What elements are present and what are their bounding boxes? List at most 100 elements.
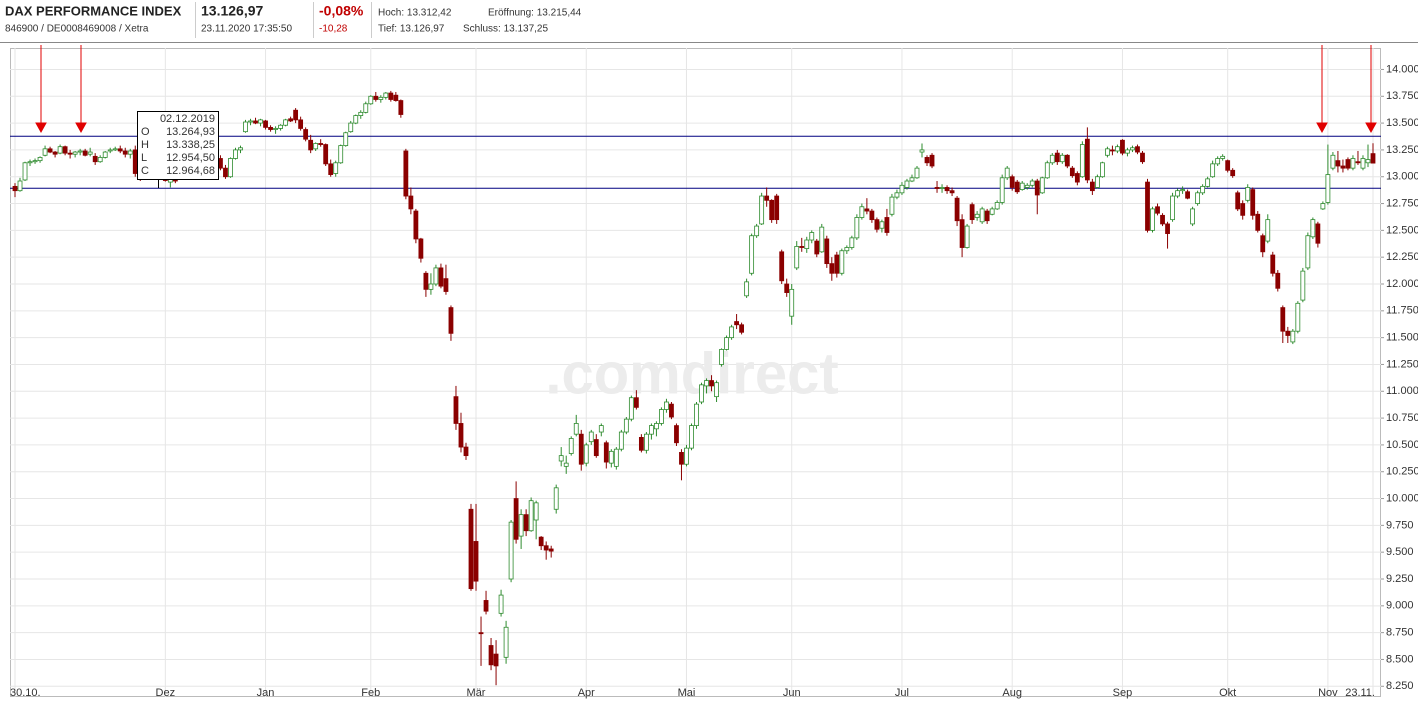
candle-body [1270,254,1276,274]
candle-body [373,95,379,100]
candle-body [363,103,369,113]
candle-body [533,502,539,521]
candle-body [47,148,53,153]
candle-body [127,150,133,155]
candle-body [57,146,63,154]
candle-body [1059,154,1065,163]
tooltip-value: 12.954,50 [166,152,215,164]
candle-body [283,119,288,126]
candle-body [794,246,800,269]
candle-body [944,187,950,192]
candle-body [1225,160,1231,171]
candle-body [1210,163,1216,178]
candle-body [699,384,704,403]
x-tick-label: Jul [895,687,909,699]
candle-body [413,210,419,240]
candle-body [729,326,734,339]
candle-body [353,115,359,124]
candle-body [463,446,469,457]
candle-body [1074,173,1080,183]
candle-body [924,157,930,164]
candle-body [1255,213,1261,231]
candle-body [764,195,770,201]
candle-body [1245,187,1251,201]
candle-body [789,288,795,317]
candle-body [1049,154,1055,164]
candle-body [1340,165,1346,169]
candle-body [1355,161,1361,164]
previous-close: Schluss: 13.137,25 [463,24,548,35]
x-tick-label: Mär [467,687,486,699]
candle-body [278,124,283,129]
candle-body [889,196,895,215]
candle-body [408,195,414,210]
candle-body [914,167,920,179]
candle-body [1215,158,1221,165]
candle-body [814,240,820,255]
price-datetime: 23.11.2020 17:35:50 [201,24,292,35]
candle-body [67,152,73,155]
candle-body [979,208,985,223]
candle-body [1345,159,1351,169]
y-tick-label: 12.000 [1386,278,1418,290]
x-tick-label: Sep [1113,687,1133,699]
candle-body [608,450,614,464]
candle-body [859,206,865,218]
watermark: .comdirect [545,341,838,406]
candle-body [694,403,699,426]
candle-body [233,149,238,159]
candle-body [1190,208,1196,225]
x-tick-label: Jan [257,687,275,699]
candle-body [313,143,319,150]
plot-frame [10,48,1381,697]
candle-body [1094,176,1100,188]
candle-body [894,192,900,198]
candle-body [969,204,975,221]
candle-body [1150,208,1155,231]
candle-body [468,508,474,590]
candle-body [959,219,965,248]
y-tick-label: 13.250 [1386,144,1418,156]
candle-body [679,452,684,465]
candle-body [919,149,925,153]
y-tick-label: 12.750 [1386,197,1418,209]
candle-body [117,148,123,152]
candle-body [1305,235,1311,269]
candle-body [1280,307,1286,332]
candle-body [1089,181,1095,192]
y-tick-label: 10.750 [1386,412,1418,424]
candle-body [1365,159,1371,164]
candle-body [664,401,669,410]
y-tick-label: 8.500 [1386,653,1414,665]
candle-body [1014,181,1020,193]
tooltip-key: H [141,139,149,151]
candle-body [578,433,584,465]
candle-body [749,235,755,274]
candle-body [1140,152,1145,163]
tooltip-key: L [141,152,147,164]
tooltip-value: 13.338,25 [166,139,215,151]
candle-body [994,202,1000,210]
candle-body [613,448,619,467]
candle-body [438,267,444,287]
candle-body [428,283,434,290]
candle-body [92,155,98,163]
candle-body [844,247,850,252]
candle-body [1205,178,1211,187]
candle-body [523,514,529,532]
x-tick-label: Okt [1219,687,1236,699]
candle-body [1330,154,1336,169]
y-tick-label: 9.250 [1386,573,1414,585]
candle-body [879,221,885,229]
candle-body [27,161,33,164]
arrow-head [1365,122,1377,134]
candle-body [323,144,329,165]
y-tick-label: 11.750 [1386,305,1418,317]
candle-body [483,600,489,612]
candle-body [253,120,258,124]
candle-body [869,210,875,221]
y-tick-label: 13.500 [1386,117,1418,129]
candle-body [1370,153,1376,164]
candles [12,90,1376,686]
